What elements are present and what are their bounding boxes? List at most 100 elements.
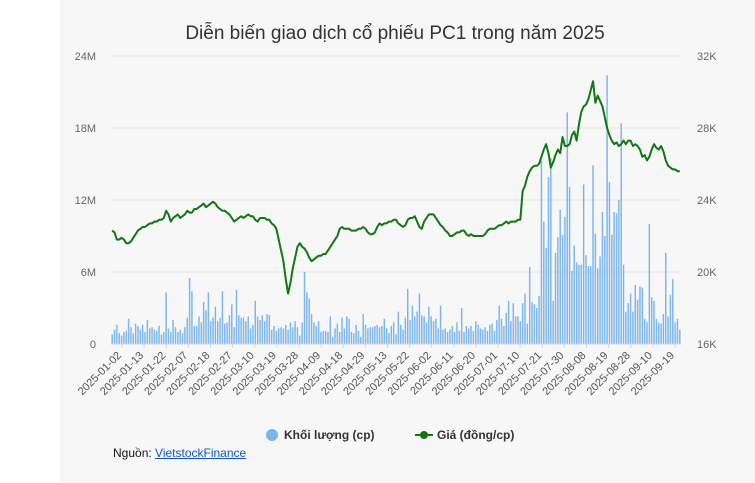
legend-item-volume[interactable]: Khối lượng (cp) [266, 428, 375, 442]
volume-bar [458, 330, 461, 344]
source-note: Nguồn: VietstockFinance [113, 446, 246, 460]
volume-bar [657, 322, 660, 344]
volume-bar [315, 326, 317, 344]
volume-bar [554, 252, 557, 344]
volume-bar [317, 321, 320, 344]
volume-bar [181, 333, 184, 344]
left-tick-label: 0 [90, 339, 96, 351]
volume-bar [188, 278, 191, 344]
volume-bar [547, 177, 550, 344]
volume-bar [334, 328, 336, 344]
source-link[interactable]: VietstockFinance [155, 446, 247, 460]
volume-bar [611, 234, 613, 344]
volume-bar [526, 323, 529, 344]
volume-bar [357, 330, 360, 344]
volume-bar [470, 326, 472, 344]
right-tick-label: 28K [697, 123, 717, 135]
volume-bar [585, 255, 587, 344]
volume-bar [266, 314, 268, 344]
volume-bar [484, 327, 486, 344]
volume-bar [132, 333, 135, 344]
volume-bar [418, 293, 421, 344]
volume-bar [240, 317, 242, 344]
volume-bar [224, 323, 226, 344]
volume-bar [489, 324, 491, 344]
volume-bar [437, 328, 439, 344]
volume-bar [615, 213, 618, 344]
volume-bar [665, 252, 667, 344]
volume-bar [151, 327, 153, 344]
volume-bar [449, 329, 451, 344]
volume-bar [411, 305, 414, 344]
volume-bar [367, 328, 369, 344]
volume-bar [139, 329, 142, 344]
volume-bar [679, 329, 681, 344]
volume-bar [601, 212, 604, 344]
volume-bar [627, 303, 629, 344]
volume-bar [270, 329, 273, 344]
volume-bar [324, 330, 327, 344]
volume-bar [625, 311, 627, 344]
volume-bar [336, 323, 339, 344]
volume-bar [643, 318, 646, 344]
volume-bar [510, 321, 512, 344]
volume-bar [308, 298, 310, 344]
volume-bar [575, 262, 578, 344]
volume-bar [578, 264, 580, 344]
volume-bar [172, 320, 174, 344]
volume-bar [111, 334, 113, 344]
volume-bar [655, 318, 658, 344]
legend-price-label: Giá (đồng/cp) [437, 428, 514, 442]
volume-bar [557, 237, 559, 344]
volume-bar [662, 314, 665, 344]
volume-bar [292, 327, 294, 344]
volume-bar [507, 300, 510, 344]
volume-bar [353, 333, 355, 344]
volume-bar [207, 292, 210, 344]
volume-bar [395, 334, 397, 344]
volume-bar [146, 320, 149, 344]
volume-bar [498, 305, 500, 344]
volume-bars [111, 75, 681, 345]
volume-bar [503, 326, 505, 344]
volume-bar [282, 328, 285, 344]
volume-bar [505, 312, 507, 344]
volume-bar [360, 336, 362, 344]
volume-bar [195, 326, 198, 344]
volume-bar [144, 332, 146, 344]
volume-bar [456, 322, 458, 344]
volume-bar [648, 224, 651, 344]
volume-bar [277, 328, 280, 344]
volume-bar [622, 264, 625, 344]
legend[interactable]: Khối lượng (cp) Giá (đồng/cp) [266, 428, 514, 442]
volume-bar [407, 288, 409, 344]
volume-bar [430, 316, 432, 344]
volume-bar [451, 326, 454, 344]
volume-bar [589, 266, 592, 344]
volume-bar [519, 321, 522, 344]
left-axis-ticks: 0 6M 12M 18M 24M [75, 51, 96, 351]
volume-bar [674, 322, 676, 344]
volume-bar [294, 321, 296, 344]
left-tick-label: 6M [81, 267, 96, 279]
volume-bar [343, 328, 346, 344]
volume-bar [390, 326, 393, 344]
volume-bar [280, 327, 282, 344]
right-axis-ticks: 16K 20K 24K 28K 32K [697, 51, 717, 351]
source-prefix: Nguồn: [113, 446, 156, 460]
volume-bar [120, 335, 123, 344]
volume-bar [306, 292, 308, 344]
volume-bar [268, 315, 271, 344]
legend-item-price[interactable]: Giá (đồng/cp) [415, 428, 514, 442]
volume-bar [446, 332, 449, 344]
volume-bar [238, 315, 240, 344]
volume-bar [545, 248, 547, 344]
volume-bar [463, 332, 465, 344]
volume-bar [512, 303, 515, 344]
volume-bar [573, 245, 575, 344]
volume-bar [371, 327, 374, 344]
volume-bar [205, 310, 207, 344]
volume-bar [402, 329, 404, 344]
volume-bar [261, 315, 264, 344]
